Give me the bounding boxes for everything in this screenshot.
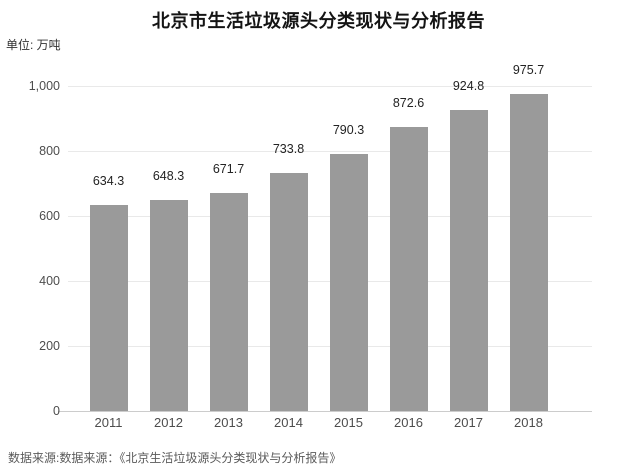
x-axis-tick-label: 2012	[154, 415, 183, 430]
y-axis-tick-label: 1,000	[28, 79, 60, 93]
chart-title: 北京市生活垃圾源头分类现状与分析报告	[152, 11, 485, 31]
x-axis-tick-label: 2016	[394, 415, 423, 430]
bar-value-label: 924.8	[452, 79, 485, 94]
unit-label: 单位: 万吨	[6, 38, 61, 52]
bar	[89, 204, 128, 411]
bar-value-label: 671.7	[212, 161, 245, 176]
x-axis-tick-label: 2014	[274, 415, 303, 430]
bar	[149, 200, 188, 411]
source-note: 数据来源:数据来源：《北京生活垃圾源头分类现状与分析报告》	[8, 451, 342, 465]
bar	[389, 127, 428, 411]
bar-value-label: 733.8	[272, 141, 305, 156]
x-axis-line	[58, 411, 592, 412]
y-axis-tick-label: 600	[39, 209, 60, 223]
x-axis-tick-label: 2015	[334, 415, 363, 430]
bar	[329, 154, 368, 411]
bar-value-label: 790.3	[332, 123, 365, 138]
x-axis-tick-label: 2013	[214, 415, 243, 430]
bar-value-label: 975.7	[512, 62, 545, 77]
bar-value-label: 634.3	[92, 173, 125, 188]
y-axis-tick-label: 800	[39, 144, 60, 158]
bar	[209, 192, 248, 411]
bar-value-label: 872.6	[392, 96, 425, 111]
bar	[449, 110, 488, 411]
y-axis-tick-label: 0	[53, 404, 60, 418]
y-axis-tick-label: 400	[39, 274, 60, 288]
bar	[269, 172, 308, 411]
x-axis-tick-label: 2017	[454, 415, 483, 430]
bar-value-label: 648.3	[152, 169, 185, 184]
x-axis-tick-label: 2018	[514, 415, 543, 430]
gridline	[68, 85, 592, 87]
x-axis-tick-label: 2011	[94, 415, 123, 430]
gridline	[68, 150, 592, 152]
bar	[509, 93, 548, 411]
y-axis-tick-label: 200	[39, 339, 60, 353]
